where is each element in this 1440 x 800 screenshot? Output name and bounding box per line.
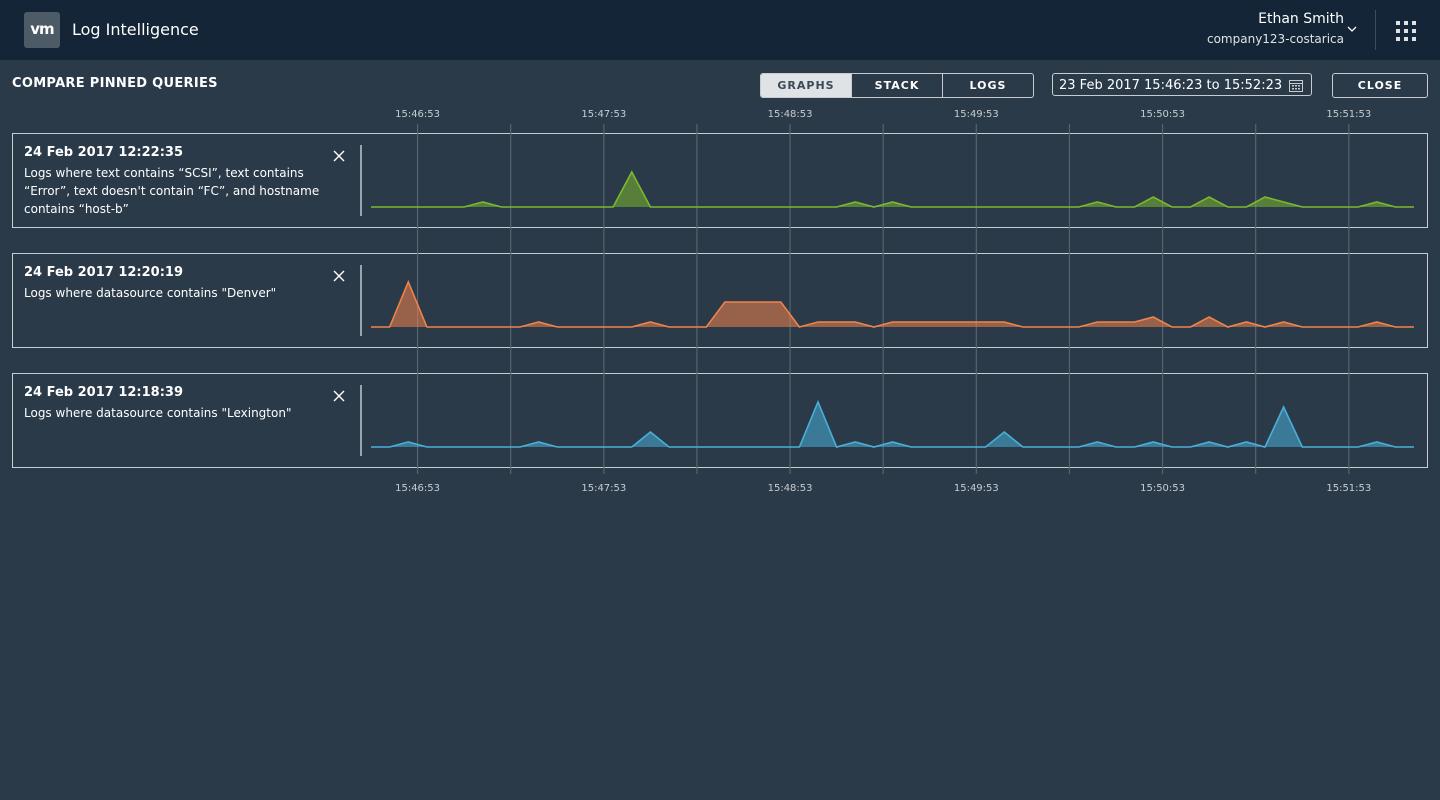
query-title: 24 Feb 2017 12:18:39 — [24, 385, 183, 400]
x-tick-label: 15:48:53 — [768, 483, 813, 494]
logo[interactable]: vm — [24, 12, 60, 48]
divider — [1375, 10, 1376, 50]
x-tick-label: 15:51:53 — [1326, 483, 1371, 494]
page-title: COMPARE PINNED QUERIES — [12, 76, 218, 91]
x-tick-label: 15:51:53 — [1326, 109, 1371, 120]
tab[interactable]: STACK — [851, 74, 942, 97]
x-tick-label: 15:48:53 — [768, 109, 813, 120]
x-tick-label: 15:47:53 — [581, 109, 626, 120]
app-name: Log Intelligence — [72, 20, 199, 39]
query-description: Logs where datasource contains "Lexingto… — [24, 406, 292, 420]
x-tick-label: 15:50:53 — [1140, 483, 1185, 494]
tab[interactable]: LOGS — [942, 74, 1033, 97]
remove-button[interactable] — [333, 147, 345, 166]
calendar-icon[interactable] — [1289, 79, 1303, 92]
x-icon[interactable] — [333, 150, 345, 162]
x-tick-label: 15:47:53 — [581, 483, 626, 494]
remove-button[interactable] — [333, 267, 345, 286]
divider — [360, 265, 362, 336]
x-icon[interactable] — [333, 390, 345, 402]
divider — [360, 145, 362, 216]
remove-button[interactable] — [333, 387, 345, 406]
x-icon[interactable] — [333, 270, 345, 282]
x-tick-label: 15:46:53 — [395, 109, 440, 120]
x-tick-label: 15:49:53 — [954, 109, 999, 120]
chevron[interactable] — [1347, 26, 1357, 34]
query-description: Logs where datasource contains "Denver" — [24, 286, 277, 300]
query-panel: 24 Feb 2017 12:20:19 Logs where datasourc… — [12, 253, 1428, 348]
user-name[interactable]: Ethan Smith — [1258, 11, 1344, 27]
range-text: 23 Feb 2017 15:46:23 to 15:52:23 — [1059, 78, 1283, 93]
query-title: 24 Feb 2017 12:20:19 — [24, 265, 183, 280]
x-tick-label: 15:46:53 — [395, 483, 440, 494]
x-tick-label: 15:50:53 — [1140, 109, 1185, 120]
tab[interactable]: GRAPHS — [761, 74, 851, 97]
header: vm Log Intelligence Ethan Smith company1… — [0, 0, 1440, 60]
view-tabs: GRAPHS STACK LOGS — [760, 73, 1034, 98]
query-description: Logs where text contains “SCSI”, text co… — [24, 166, 320, 216]
x-tick-label: 15:49:53 — [954, 483, 999, 494]
apps-icon[interactable] — [1396, 21, 1416, 41]
divider — [360, 385, 362, 456]
query-panel: 24 Feb 2017 12:22:35 Logs where text cont… — [12, 133, 1428, 228]
org-name[interactable]: company123-costarica — [1206, 32, 1344, 46]
time-range[interactable]: 23 Feb 2017 15:46:23 to 15:52:23 — [1052, 73, 1312, 96]
query-panel: 24 Feb 2017 12:18:39 Logs where datasourc… — [12, 373, 1428, 468]
close-button[interactable]: CLOSE — [1332, 73, 1428, 98]
query-title: 24 Feb 2017 12:22:35 — [24, 145, 183, 160]
